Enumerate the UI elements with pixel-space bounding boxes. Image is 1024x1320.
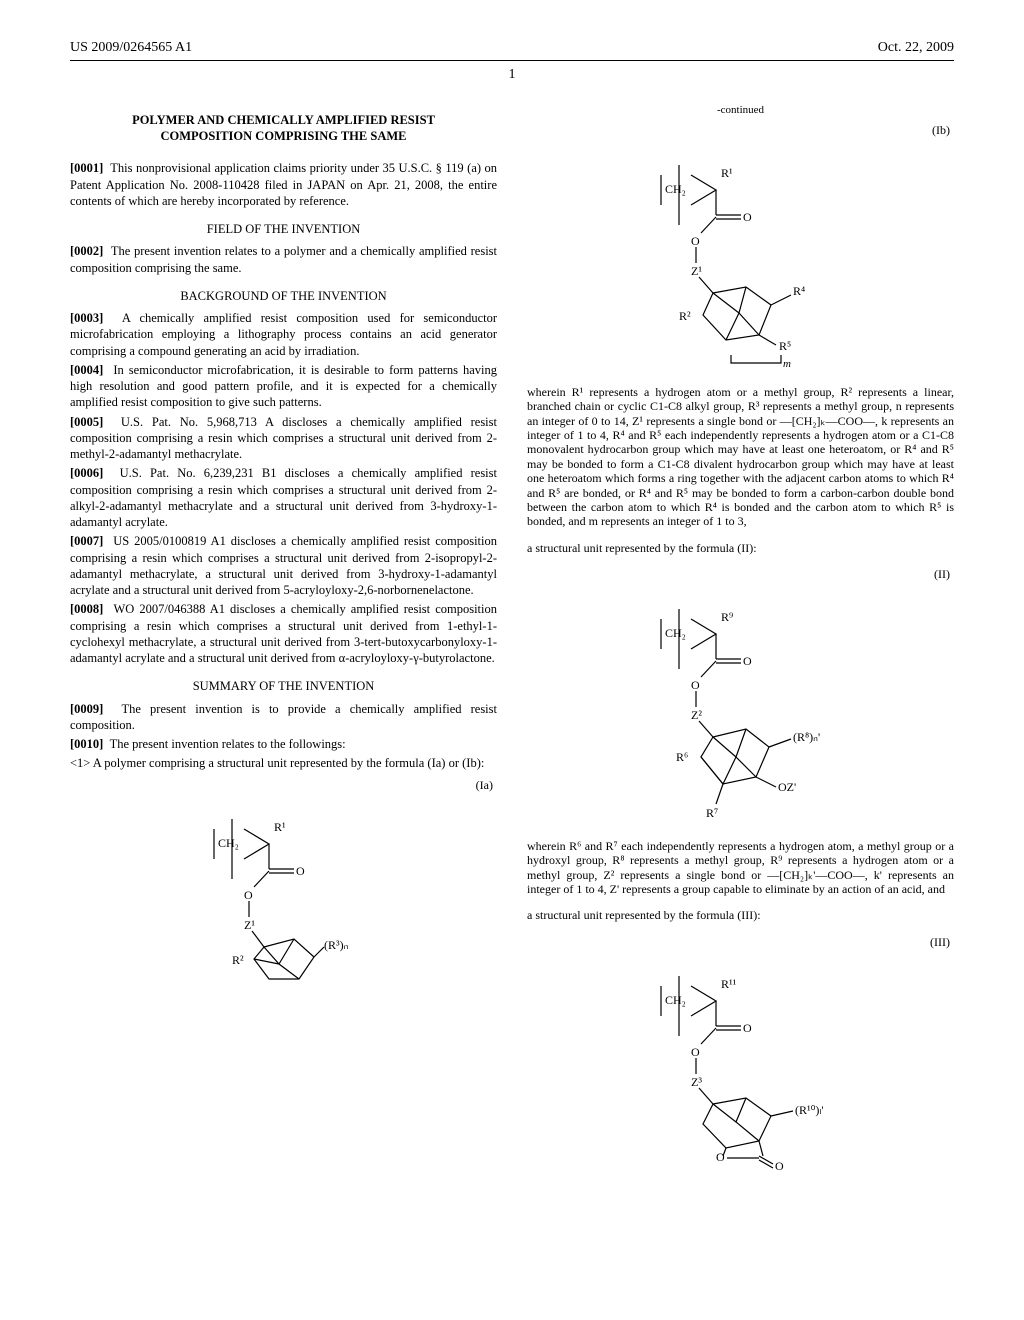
para-num: [0001]: [70, 161, 103, 175]
section-background: BACKGROUND OF THE INVENTION: [70, 288, 497, 304]
svg-text:R²: R²: [679, 309, 691, 323]
para-0008: [0008] WO 2007/046388 A1 discloses a che…: [70, 601, 497, 666]
svg-text:CH₂: CH₂: [218, 836, 239, 850]
para-text: The present invention relates to the fol…: [110, 737, 346, 751]
lead-II: a structural unit represented by the for…: [527, 541, 954, 555]
para-text: The present invention is to provide a ch…: [70, 702, 497, 732]
para-0007: [0007] US 2005/0100819 A1 discloses a ch…: [70, 533, 497, 598]
para-text: The present invention relates to a polym…: [70, 244, 497, 274]
svg-text:CH₂: CH₂: [665, 626, 686, 640]
para-num: [0007]: [70, 534, 103, 548]
formula-label-II: (II): [527, 567, 950, 583]
svg-text:CH₂: CH₂: [665, 993, 686, 1007]
svg-text:R⁶: R⁶: [676, 750, 688, 764]
svg-text:R⁵: R⁵: [779, 339, 791, 353]
svg-text:R¹¹: R¹¹: [721, 977, 737, 991]
para-0005: [0005] U.S. Pat. No. 5,968,713 A disclos…: [70, 414, 497, 463]
svg-text:O: O: [691, 234, 700, 248]
svg-text:O: O: [296, 864, 305, 878]
svg-text:(R³)ₙ: (R³)ₙ: [324, 938, 349, 952]
item-1: <1> A polymer comprising a structural un…: [70, 755, 497, 771]
para-text: U.S. Pat. No. 5,968,713 A discloses a ch…: [70, 415, 497, 462]
svg-text:(R¹⁰)ₗ': (R¹⁰)ₗ': [795, 1103, 824, 1117]
right-column: -continued (Ib) CH₂ R¹ O O Z¹: [527, 103, 954, 1186]
para-0002: [0002] The present invention relates to …: [70, 243, 497, 276]
para-0004: [0004] In semiconductor microfabrication…: [70, 362, 497, 411]
para-num: [0006]: [70, 466, 103, 480]
lead-III: a structural unit represented by the for…: [527, 908, 954, 922]
svg-text:O: O: [743, 1021, 752, 1035]
svg-text:Z¹: Z¹: [244, 918, 255, 932]
para-num: [0003]: [70, 311, 103, 325]
para-0003: [0003] A chemically amplified resist com…: [70, 310, 497, 359]
left-column: POLYMER AND CHEMICALLY AMPLIFIED RESIST …: [70, 103, 497, 1186]
svg-text:Z²: Z²: [691, 708, 702, 722]
desc-II: wherein R⁶ and R⁷ each independently rep…: [527, 839, 954, 897]
svg-text:R¹: R¹: [274, 820, 286, 834]
desc-Ib: wherein R¹ represents a hydrogen atom or…: [527, 385, 954, 529]
para-num: [0004]: [70, 363, 103, 377]
para-num: [0009]: [70, 702, 103, 716]
svg-text:O: O: [743, 210, 752, 224]
svg-text:R⁴: R⁴: [793, 284, 805, 298]
svg-text:O: O: [691, 1045, 700, 1059]
svg-text:m: m: [783, 358, 791, 370]
svg-text:R⁷: R⁷: [706, 806, 718, 820]
para-text: This nonprovisional application claims p…: [70, 161, 497, 208]
para-text: A chemically amplified resist compositio…: [70, 311, 497, 358]
para-num: [0002]: [70, 244, 103, 258]
formula-label-Ib: (Ib): [527, 123, 950, 139]
formula-label-III: (III): [527, 935, 950, 951]
section-field: FIELD OF THE INVENTION: [70, 221, 497, 237]
para-text: U.S. Pat. No. 6,239,231 B1 discloses a c…: [70, 466, 497, 529]
structure-III: CH₂ R¹¹ O O Z³ (R¹⁰)ₗ': [631, 956, 851, 1176]
two-column-body: POLYMER AND CHEMICALLY AMPLIFIED RESIST …: [70, 103, 954, 1186]
para-0009: [0009] The present invention is to provi…: [70, 701, 497, 734]
structure-Ia: CH₂ R¹ O O Z¹ R² (R³)ₙ: [184, 799, 384, 999]
patent-title: POLYMER AND CHEMICALLY AMPLIFIED RESIST …: [100, 113, 467, 144]
para-text: In semiconductor microfabrication, it is…: [70, 363, 497, 410]
para-0006: [0006] U.S. Pat. No. 6,239,231 B1 disclo…: [70, 465, 497, 530]
page-number: 1: [70, 67, 954, 83]
para-text: WO 2007/046388 A1 discloses a chemically…: [70, 602, 497, 665]
section-summary: SUMMARY OF THE INVENTION: [70, 678, 497, 694]
para-0010: [0010] The present invention relates to …: [70, 736, 497, 752]
para-0001: [0001] This nonprovisional application c…: [70, 160, 497, 209]
formula-label-Ia: (Ia): [70, 778, 493, 794]
svg-text:O: O: [775, 1159, 784, 1173]
svg-text:OZ': OZ': [778, 780, 796, 794]
svg-text:O: O: [244, 888, 253, 902]
para-num: [0008]: [70, 602, 103, 616]
svg-text:Z³: Z³: [691, 1075, 702, 1089]
para-num: [0005]: [70, 415, 103, 429]
svg-text:O: O: [743, 654, 752, 668]
structure-II: CH₂ R⁹ O O Z² (R⁸)ₙ' R⁶: [631, 589, 851, 829]
svg-text:O: O: [716, 1150, 725, 1164]
svg-text:R¹: R¹: [721, 166, 733, 180]
svg-text:Z¹: Z¹: [691, 264, 702, 278]
page-header: US 2009/0264565 A1 Oct. 22, 2009: [70, 40, 954, 61]
svg-text:R⁹: R⁹: [721, 610, 733, 624]
svg-text:R²: R²: [232, 953, 244, 967]
structure-Ib: CH₂ R¹ O O Z¹ R² R⁴: [631, 145, 851, 375]
para-num: [0010]: [70, 737, 103, 751]
svg-text:CH₂: CH₂: [665, 182, 686, 196]
para-text: US 2005/0100819 A1 discloses a chemicall…: [70, 534, 497, 597]
publication-number: US 2009/0264565 A1: [70, 40, 192, 56]
svg-text:(R⁸)ₙ': (R⁸)ₙ': [793, 730, 820, 744]
svg-text:O: O: [691, 678, 700, 692]
publication-date: Oct. 22, 2009: [878, 40, 954, 56]
continued-label: -continued: [527, 103, 954, 117]
